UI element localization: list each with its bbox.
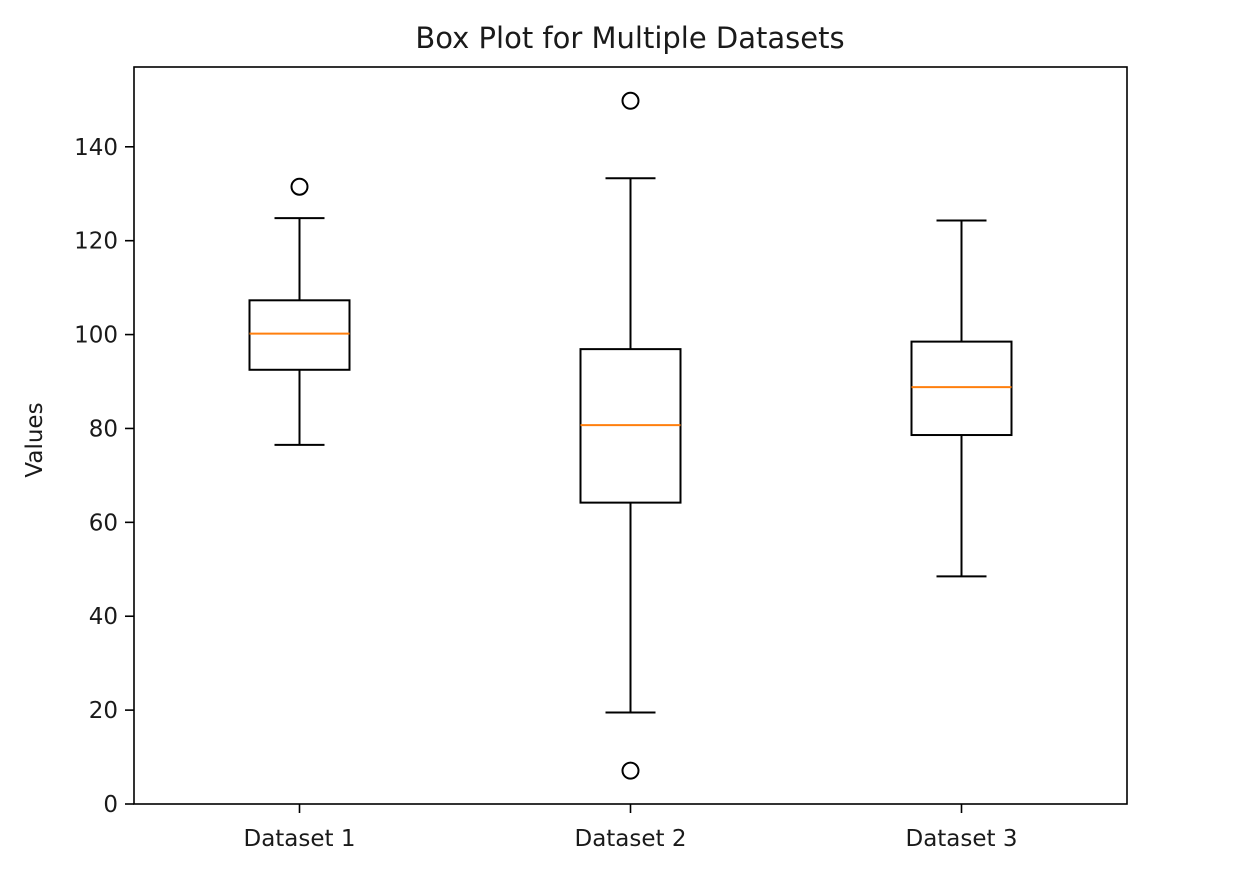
outlier-point — [621, 761, 640, 780]
y-tick-label: 40 — [89, 604, 118, 630]
x-tick-label: Dataset 1 — [243, 826, 355, 852]
axis-ticks: 0 20 40 60 80 100 120 140 Dataset 1 Dataset 2 Data… — [74, 135, 1017, 852]
chart-title: Box Plot for Multiple Datasets — [415, 21, 844, 55]
outlier-point — [621, 91, 640, 110]
axes-frame — [133, 66, 1128, 805]
y-axis-label: Values — [22, 402, 48, 477]
x-tick-label: Dataset 2 — [574, 826, 686, 852]
y-tick-label: 140 — [74, 135, 118, 161]
box-group — [910, 219, 1013, 578]
plot-area — [248, 91, 1013, 780]
y-tick-label: 0 — [103, 792, 118, 818]
y-tick-label: 20 — [89, 698, 118, 724]
y-tick-label: 60 — [89, 510, 118, 536]
x-tick-label: Dataset 3 — [905, 826, 1017, 852]
outlier-point — [290, 177, 309, 196]
box-group — [579, 91, 682, 780]
box-iqr — [248, 299, 351, 371]
box-group — [248, 177, 351, 446]
y-tick-label: 120 — [74, 229, 118, 255]
box-iqr — [910, 340, 1013, 437]
y-tick-label: 100 — [74, 323, 118, 349]
y-tick-label: 80 — [89, 416, 118, 442]
